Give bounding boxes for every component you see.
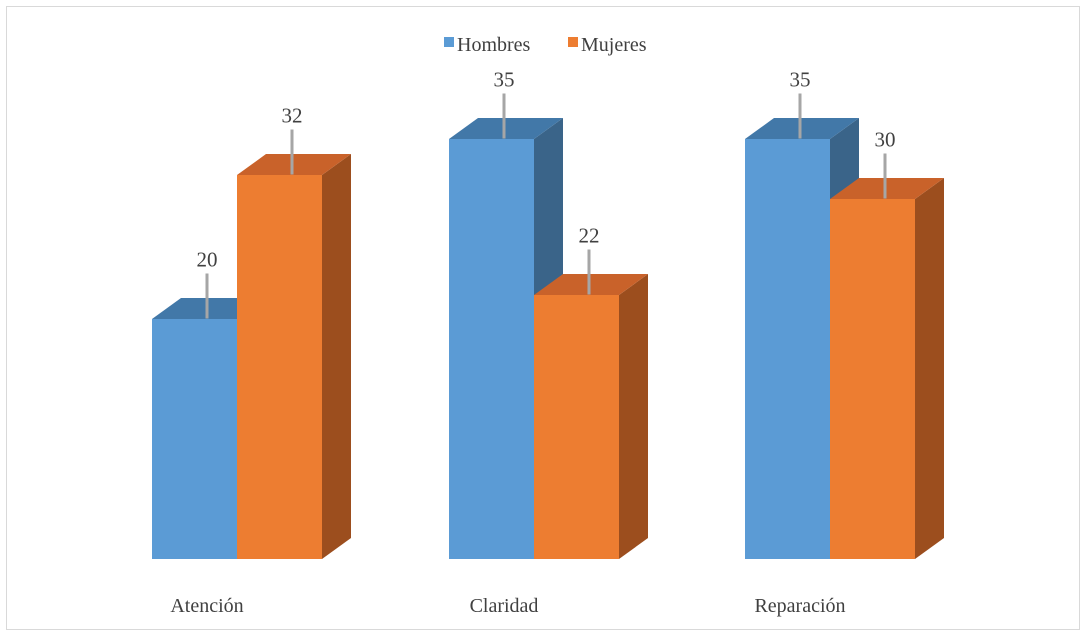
- legend-label-hombres: Hombres: [457, 34, 531, 56]
- legend-swatch-hombres: [444, 37, 454, 47]
- bar-side-atencion-mujeres: [322, 154, 351, 559]
- bar-top-reparacion-hombres: [745, 118, 859, 139]
- bar-top-reparacion-mujeres: [830, 178, 944, 199]
- legend-label-mujeres: Mujeres: [581, 34, 647, 56]
- data-label-atencion-hombres: 20: [197, 248, 218, 272]
- bar-atencion-hombres: [152, 319, 237, 559]
- legend-swatch-mujeres: [568, 37, 578, 47]
- bar-top-claridad-hombres: [449, 118, 563, 139]
- category-label-claridad: Claridad: [470, 595, 539, 617]
- bar-claridad-mujeres: [534, 295, 619, 559]
- data-label-claridad-mujeres: 22: [579, 224, 600, 248]
- data-label-reparacion-mujeres: 30: [875, 128, 896, 152]
- bar-reparacion-mujeres: [830, 199, 915, 559]
- bar-side-claridad-mujeres: [619, 274, 648, 559]
- bar-reparacion-hombres: [745, 139, 830, 559]
- bar-claridad-hombres: [449, 139, 534, 559]
- bars-group: [152, 118, 944, 559]
- data-label-atencion-mujeres: 32: [282, 104, 303, 128]
- data-labels-group: 20 32 35 22 35 30: [197, 68, 896, 319]
- bar-atencion-mujeres: [237, 175, 322, 559]
- category-label-reparacion: Reparación: [754, 595, 845, 617]
- legend: Hombres Mujeres: [444, 34, 647, 56]
- bar-top-claridad-mujeres: [534, 274, 648, 295]
- bar-side-reparacion-mujeres: [915, 178, 944, 559]
- data-label-claridad-hombres: 35: [494, 68, 515, 92]
- category-labels-group: Atención Claridad Reparación: [170, 595, 845, 617]
- bar-top-atencion-mujeres: [237, 154, 351, 175]
- data-label-reparacion-hombres: 35: [790, 68, 811, 92]
- category-label-atencion: Atención: [170, 595, 243, 617]
